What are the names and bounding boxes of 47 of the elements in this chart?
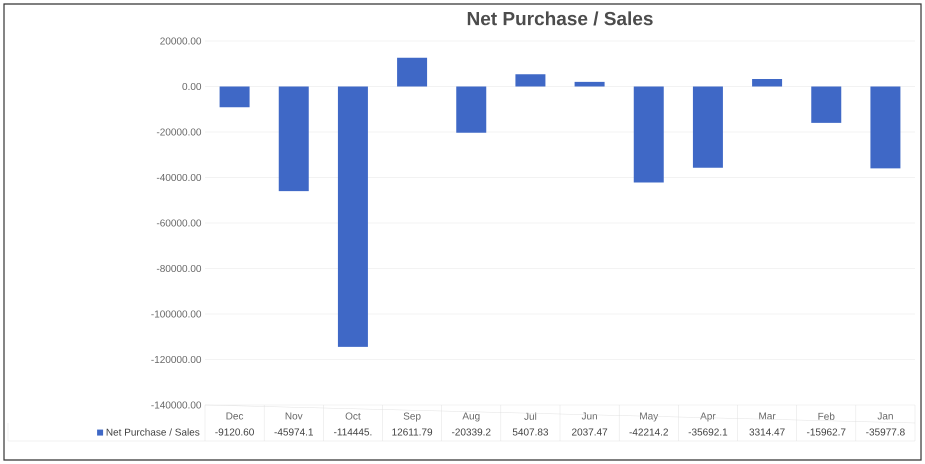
data-label: 3314.47 [749, 428, 785, 436]
data-label: -45974.1 [274, 428, 314, 436]
chart-title: Net Purchase / Sales [468, 11, 653, 26]
x-tick-label: Feb [818, 412, 834, 420]
data-label: -20339.2 [452, 428, 490, 436]
y-tick-label: -20000.00 [156, 128, 202, 136]
x-tick-label: Jun [582, 412, 597, 420]
data-label: 5407.83 [512, 428, 548, 436]
x-tick-label: Apr [700, 412, 716, 422]
bar [397, 58, 428, 86]
data-label: -35692.1 [688, 428, 728, 436]
data-label: 2037.47 [572, 428, 608, 436]
y-tick-label: 0.00 [182, 82, 202, 90]
bar [278, 86, 309, 192]
bar [220, 86, 250, 108]
data-label: -9120.60 [215, 428, 254, 436]
bar [870, 86, 900, 168]
data-label: -15962.7 [806, 428, 846, 436]
bar [752, 78, 782, 86]
data-label: -42214.2 [629, 428, 668, 436]
bar [456, 86, 486, 133]
y-tick-label: 20000.00 [160, 37, 202, 45]
x-tick-label: Mar [759, 412, 776, 420]
bar [634, 86, 664, 183]
data-label: -114445. [334, 428, 372, 436]
x-tick-label: Sep [404, 412, 421, 422]
bar [574, 82, 605, 86]
bar [515, 74, 546, 86]
x-tick-label: Aug [462, 412, 480, 422]
y-tick-label: -140000.00 [151, 401, 202, 409]
x-tick-label: Dec [226, 412, 244, 420]
bar [338, 86, 368, 347]
bar [692, 86, 723, 168]
y-tick-label: -120000.00 [151, 356, 202, 364]
y-tick-label: -40000.00 [156, 174, 202, 182]
y-tick-label: -80000.00 [156, 264, 202, 272]
x-tick-label: Jul [524, 412, 536, 420]
x-tick-label: Jan [878, 412, 893, 420]
x-tick-label: Oct [346, 412, 361, 420]
x-tick-label: May [640, 412, 658, 422]
x-tick-label: Nov [286, 412, 303, 420]
data-label: 12611.79 [392, 428, 432, 436]
y-tick-label: -60000.00 [156, 219, 202, 227]
data-label: -35977.8 [866, 428, 905, 436]
bar [811, 86, 842, 123]
legend-label: Net Purchase / Sales [106, 428, 200, 436]
y-tick-label: -100000.00 [151, 310, 202, 318]
